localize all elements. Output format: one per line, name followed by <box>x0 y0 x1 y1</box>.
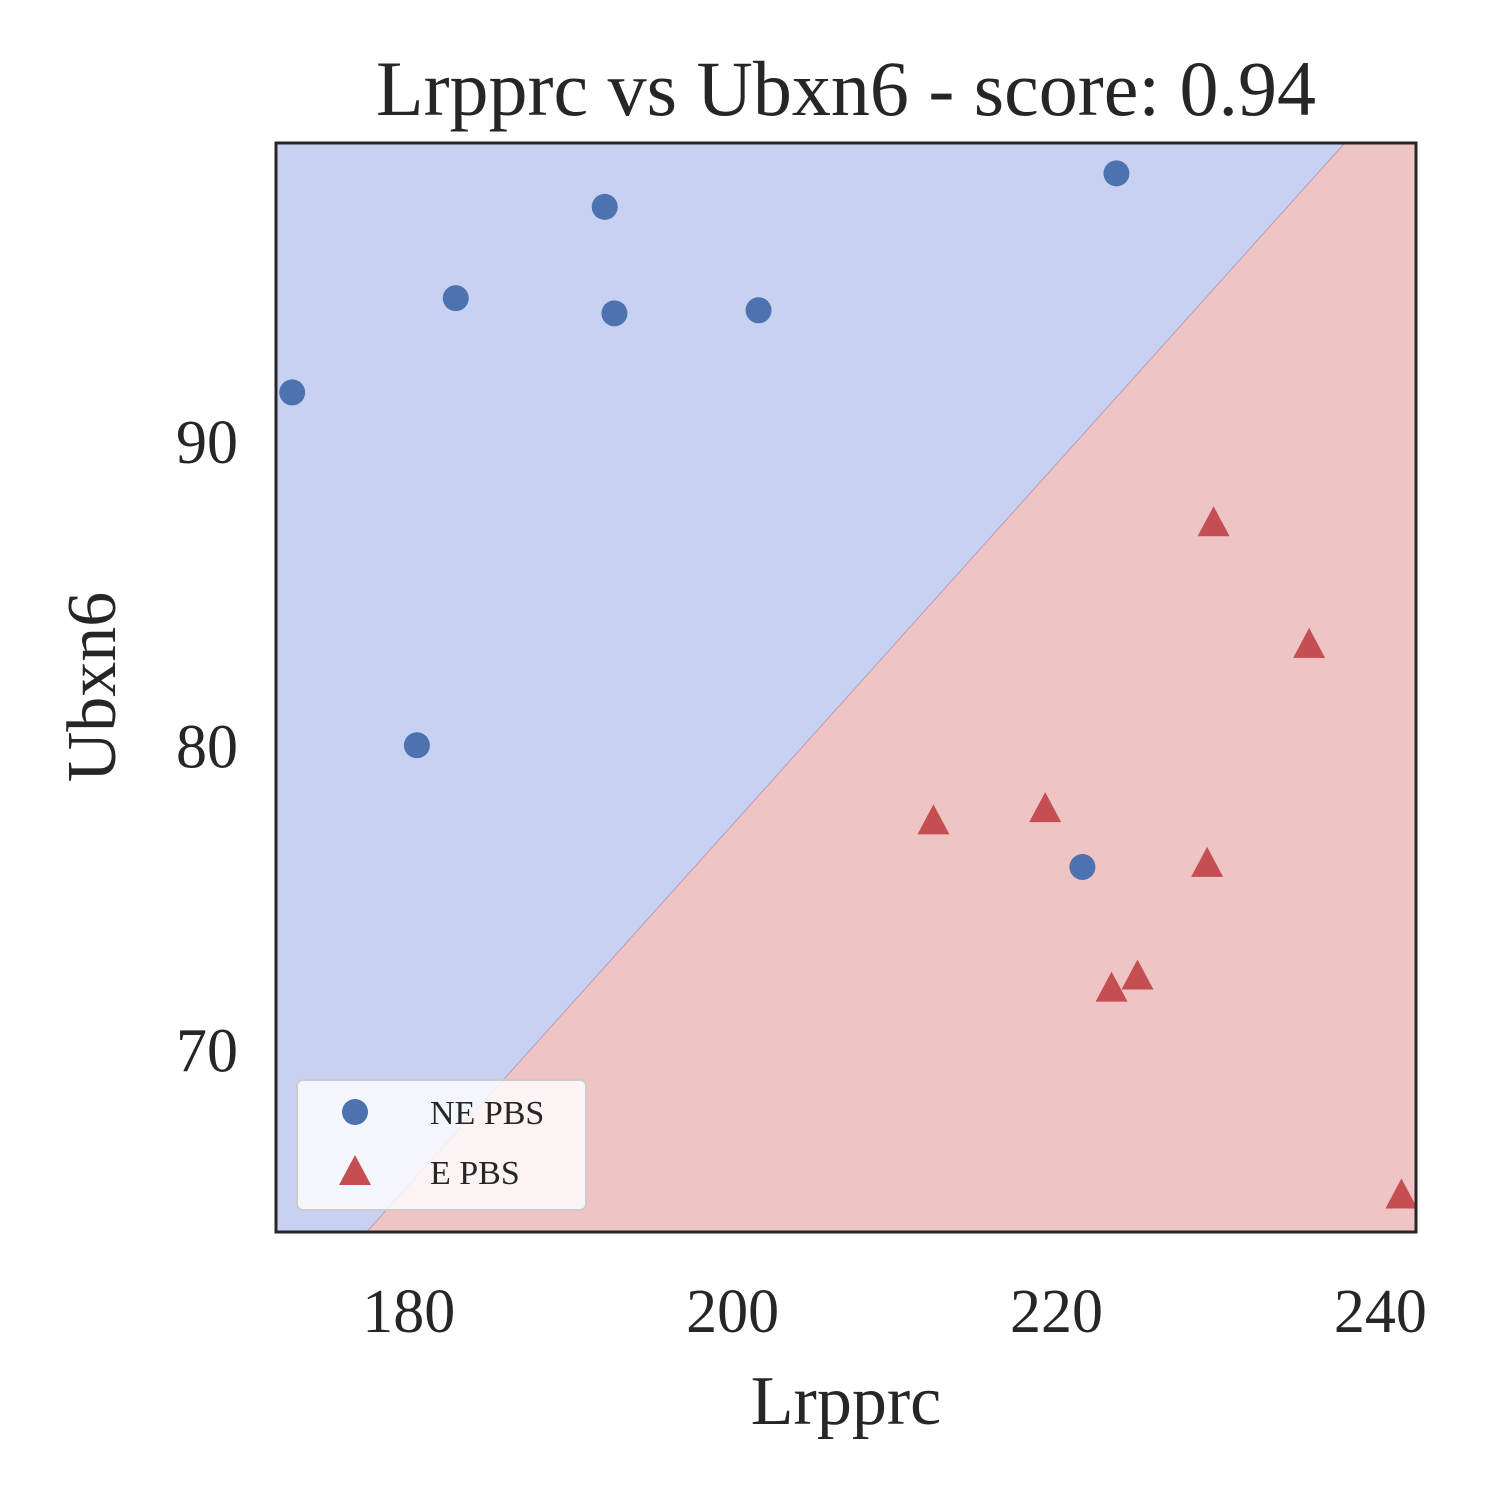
chart-title: Lrpprc vs Ubxn6 - score: 0.94 <box>376 45 1316 132</box>
decision-region-ne-pbs <box>276 143 1345 1232</box>
decision-boundary-line <box>366 142 1346 1233</box>
x-tick-label-180: 180 <box>362 1278 455 1346</box>
y-axis-label: Ubxn6 <box>54 592 131 783</box>
point-ne-pbs-6 <box>745 297 772 324</box>
legend-marker-ne-pbs <box>342 1099 368 1125</box>
plot-frame <box>274 141 1418 1234</box>
point-e-pbs-3 <box>1095 971 1128 1002</box>
data-points <box>279 160 1418 1209</box>
point-ne-pbs-3 <box>442 285 469 312</box>
point-e-pbs-8 <box>1385 1178 1418 1209</box>
point-e-pbs-1 <box>917 804 950 835</box>
decision-region-e-pbs <box>366 143 1416 1232</box>
x-axis-label: Lrpprc <box>751 1363 941 1440</box>
x-tick-label-200: 200 <box>686 1278 779 1346</box>
legend-label-ne-pbs: NE PBS <box>430 1095 544 1132</box>
x-tick-label-220: 220 <box>1010 1278 1103 1346</box>
point-e-pbs-2 <box>1029 792 1062 823</box>
point-ne-pbs-2 <box>403 732 430 759</box>
legend-box <box>296 1079 587 1211</box>
legend: NE PBS E PBS <box>296 1079 587 1211</box>
y-tick-label-70: 70 <box>176 1017 238 1085</box>
point-e-pbs-7 <box>1293 627 1326 658</box>
x-axis-ticks: 180 200 220 240 <box>362 1278 1427 1346</box>
point-ne-pbs-4 <box>591 193 618 220</box>
point-e-pbs-5 <box>1191 846 1224 877</box>
point-e-pbs-6 <box>1197 506 1230 537</box>
point-ne-pbs-1 <box>279 379 306 406</box>
legend-marker-e-pbs <box>339 1155 371 1185</box>
point-ne-pbs-7 <box>1069 853 1096 880</box>
y-axis-ticks: 70 80 90 <box>176 409 238 1085</box>
y-tick-label-80: 80 <box>176 713 238 781</box>
x-tick-label-240: 240 <box>1334 1278 1427 1346</box>
legend-label-e-pbs: E PBS <box>430 1155 520 1192</box>
plot-area <box>276 142 1418 1233</box>
point-ne-pbs-8 <box>1103 160 1130 187</box>
point-ne-pbs-5 <box>601 300 628 327</box>
y-tick-label-90: 90 <box>176 409 238 477</box>
point-e-pbs-4 <box>1121 959 1154 990</box>
